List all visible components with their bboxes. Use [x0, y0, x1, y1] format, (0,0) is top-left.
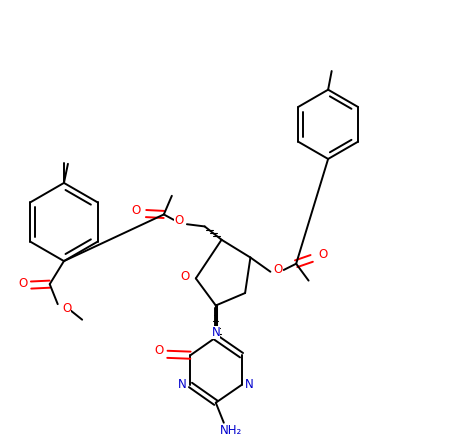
Text: O: O [153, 344, 163, 357]
Text: O: O [174, 214, 183, 227]
Text: N: N [244, 378, 253, 392]
Text: O: O [318, 248, 327, 262]
Text: O: O [62, 302, 71, 315]
Text: O: O [273, 263, 282, 277]
Text: O: O [179, 270, 189, 283]
Text: NH₂: NH₂ [220, 424, 242, 437]
Text: N: N [211, 325, 220, 339]
Text: N: N [178, 378, 186, 392]
Text: O: O [18, 277, 28, 290]
Text: O: O [131, 204, 140, 218]
